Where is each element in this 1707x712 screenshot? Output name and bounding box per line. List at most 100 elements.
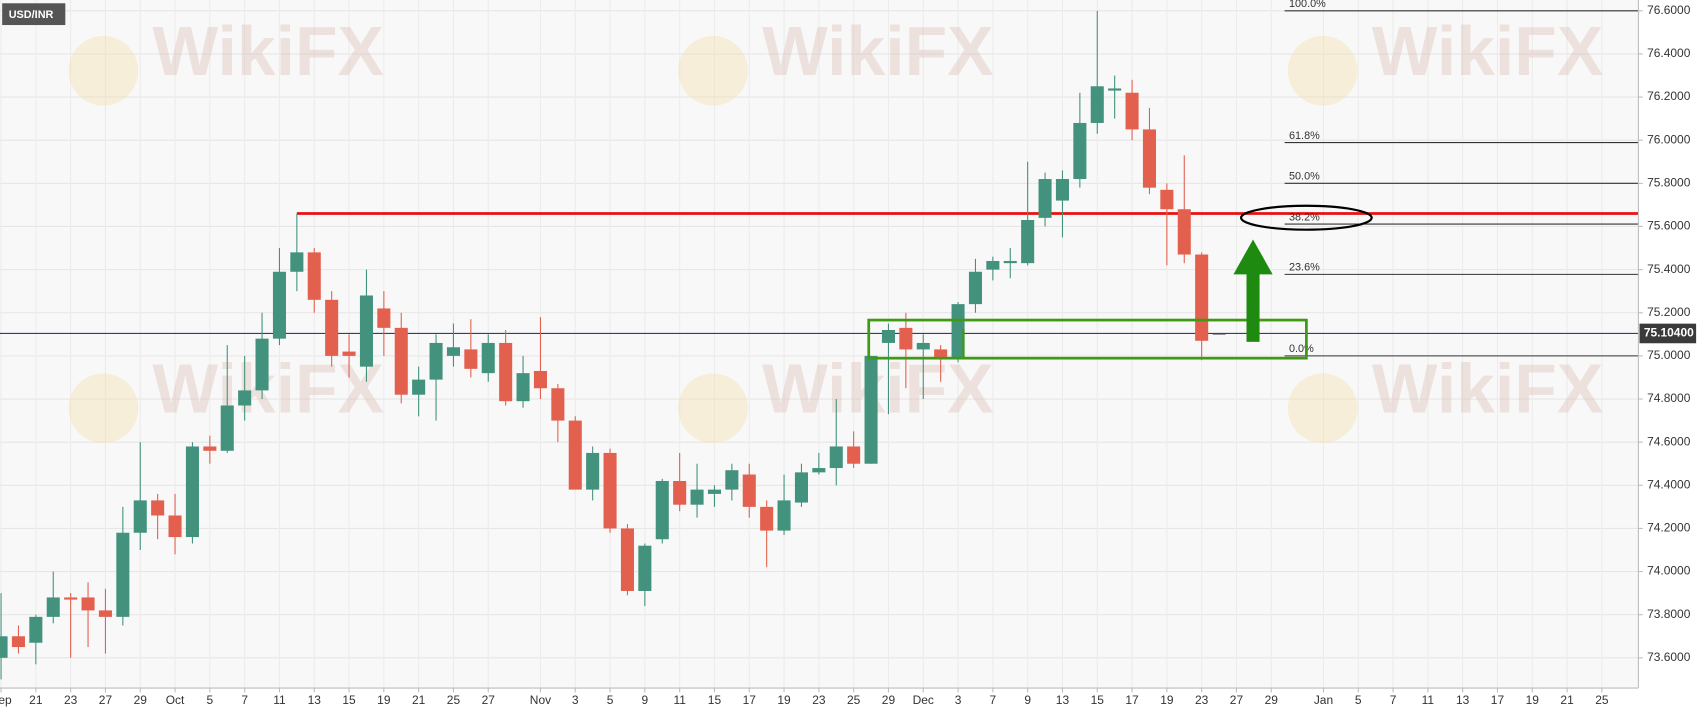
watermark: WikiFX <box>762 350 994 428</box>
y-tick-label: 74.6000 <box>1647 434 1691 448</box>
x-tick-label: 11 <box>273 693 286 707</box>
candle-body <box>499 342 513 402</box>
candle-body <box>1073 122 1087 180</box>
watermark: WikiFX <box>1372 350 1604 428</box>
x-tick-label: Dec <box>913 693 934 707</box>
arrow-head <box>1233 239 1273 275</box>
support-zone <box>867 318 1308 360</box>
y-tick-label: 75.2000 <box>1647 305 1691 319</box>
candle-body <box>394 327 408 395</box>
candle-body <box>342 351 356 356</box>
x-tick-label: 5 <box>207 693 214 707</box>
arrow-shaft <box>1246 272 1260 342</box>
y-tick-label: 74.8000 <box>1647 391 1691 405</box>
candle-body <box>203 446 217 451</box>
x-tick-label: 7 <box>241 693 248 707</box>
x-tick-label: 5 <box>607 693 614 707</box>
fib-label: 100.0% <box>1289 0 1326 10</box>
x-tick-label: 13 <box>1056 693 1070 707</box>
y-tick-label: 73.8000 <box>1647 607 1691 621</box>
x-tick-label: 15 <box>342 693 356 707</box>
symbol-box <box>2 3 66 26</box>
y-tick-label: 75.6000 <box>1647 219 1691 233</box>
candle-body <box>864 355 878 464</box>
y-tick-label: 74.2000 <box>1647 521 1691 535</box>
candle-body <box>1212 333 1226 335</box>
candle-body <box>1142 129 1156 188</box>
candle-body <box>1177 209 1191 255</box>
candle-body <box>290 252 304 272</box>
y-tick-label: 76.0000 <box>1647 132 1691 146</box>
candle-body <box>98 610 112 617</box>
candle-body <box>847 446 861 464</box>
candle-body <box>1108 88 1122 91</box>
x-tick-label: 19 <box>1526 693 1540 707</box>
candle-body <box>899 327 913 350</box>
candle-body <box>64 597 78 600</box>
candle-body <box>412 379 426 395</box>
candle-body <box>168 515 182 538</box>
candle-body <box>151 500 165 516</box>
candle-body <box>516 373 530 402</box>
y-tick-label: 75.8000 <box>1647 175 1691 189</box>
candle-body <box>794 472 808 503</box>
x-tick-label: 21 <box>1560 693 1574 707</box>
fib-label: 50.0% <box>1289 171 1320 183</box>
candle-body <box>359 295 373 367</box>
x-tick-label: 25 <box>447 693 461 707</box>
x-tick-label: Sep <box>0 693 12 707</box>
x-tick-label: 19 <box>777 693 791 707</box>
x-tick-label: 19 <box>1160 693 1174 707</box>
x-tick-label: 21 <box>29 693 43 707</box>
x-tick-label: 7 <box>990 693 997 707</box>
candle-body <box>133 500 147 533</box>
fib-label: 0.0% <box>1289 343 1314 355</box>
candle-body <box>1021 220 1035 264</box>
candle-body <box>760 506 774 531</box>
candle-body <box>568 420 582 490</box>
y-tick-label: 75.4000 <box>1647 262 1691 276</box>
x-tick-label: 9 <box>1024 693 1031 707</box>
candle-body <box>620 528 634 591</box>
candle-body <box>307 252 321 300</box>
x-tick-label: 25 <box>1595 693 1609 707</box>
x-tick-label: 13 <box>1456 693 1470 707</box>
candle-body <box>812 468 826 473</box>
candle-body <box>916 342 930 350</box>
candle-body <box>655 480 669 540</box>
fib-label: 38.2% <box>1289 211 1320 223</box>
watermark-logo <box>678 35 748 106</box>
candle-body <box>1003 260 1017 264</box>
y-tick-label: 73.6000 <box>1647 650 1691 664</box>
x-tick-label: 15 <box>1091 693 1105 707</box>
candle-body <box>1195 254 1209 341</box>
watermark-logo <box>68 373 139 444</box>
watermark: WikiFX <box>1372 12 1604 90</box>
candle-body <box>690 489 704 505</box>
fib-label: 23.6% <box>1289 262 1320 274</box>
symbol-label: USD/INR <box>9 9 54 21</box>
candle-body <box>725 470 739 490</box>
y-tick-label: 74.0000 <box>1647 564 1691 578</box>
x-tick-label: 27 <box>482 693 496 707</box>
x-tick-label: 11 <box>673 693 686 707</box>
candle-body <box>829 446 843 469</box>
y-tick-label: 75.0000 <box>1647 348 1691 362</box>
candle-body <box>742 474 756 507</box>
candle-body <box>881 330 895 343</box>
y-tick-label: 76.2000 <box>1647 89 1691 103</box>
watermark-logo <box>678 373 748 444</box>
candle-body <box>464 349 478 369</box>
candle-body <box>707 489 721 494</box>
candle-body <box>673 480 687 505</box>
x-tick-label: 29 <box>134 693 148 707</box>
candle-body <box>1055 179 1069 201</box>
annotations <box>867 204 1373 360</box>
x-tick-label: 25 <box>847 693 861 707</box>
x-tick-label: 5 <box>1355 693 1362 707</box>
x-tick-label: 23 <box>812 693 826 707</box>
candle-body <box>777 500 791 531</box>
x-tick-label: 19 <box>377 693 391 707</box>
x-tick-label: 3 <box>955 693 962 707</box>
